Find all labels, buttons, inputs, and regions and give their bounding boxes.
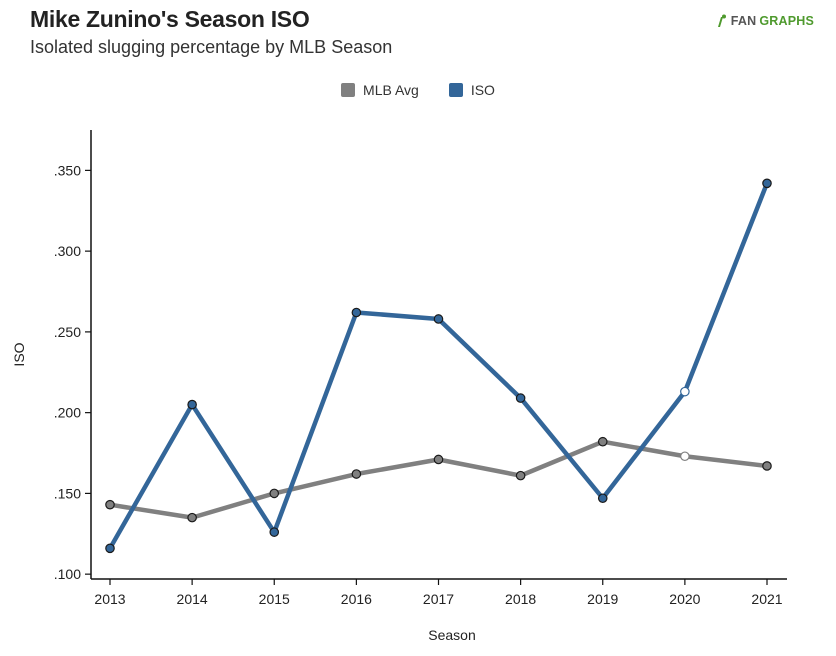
y-tick-label: .250: [54, 324, 81, 340]
legend-label-mlb-avg: MLB Avg: [363, 82, 419, 98]
x-tick-label: 2019: [587, 591, 618, 607]
data-point-mlb-avg: [351, 469, 362, 479]
data-point-iso: [433, 314, 444, 324]
x-tick-label: 2013: [94, 591, 125, 607]
x-tick-label: 2021: [751, 591, 782, 607]
data-point-mlb-avg: [597, 436, 608, 447]
legend-item-mlb-avg[interactable]: MLB Avg: [341, 82, 419, 98]
legend-swatch-mlb-avg: [341, 83, 356, 97]
y-axis-title: ISO: [11, 342, 27, 366]
data-point-mlb-avg: [515, 470, 526, 481]
data-point-iso: [515, 393, 526, 403]
x-tick-label: 2020: [669, 591, 700, 607]
legend-swatch-iso: [448, 83, 463, 97]
chart-subtitle: Isolated slugging percentage by MLB Seas…: [30, 37, 393, 57]
x-tick-label: 2015: [259, 591, 290, 607]
chart-series: [105, 178, 772, 554]
series-line-mlb-avg: [107, 439, 770, 520]
data-point-iso: [762, 178, 772, 189]
y-tick-label: .300: [54, 243, 81, 259]
data-point-mlb-avg: [105, 499, 115, 510]
x-tick-label: 2014: [177, 591, 208, 607]
legend-label-iso: ISO: [470, 82, 495, 98]
logo-text-graphs: GRAPHS: [759, 14, 814, 28]
data-point-iso: [105, 543, 115, 554]
data-point-iso: [597, 493, 608, 504]
data-point-iso: [187, 399, 197, 410]
data-point-iso: [351, 307, 362, 318]
x-tick-label: 2016: [341, 591, 372, 607]
data-point-iso: [680, 386, 690, 397]
chart-axes: .100 .150 .200 .250 .300 .350 2013 2014 2015 2016…: [11, 130, 787, 643]
legend: MLB Avg ISO: [0, 82, 836, 98]
series-line-iso: [107, 181, 770, 551]
fangraphs-logo: FAN GRAPHS: [716, 14, 814, 28]
y-tick-label: .350: [54, 162, 81, 178]
logo-text-fan: FAN: [730, 14, 757, 28]
data-point-mlb-avg: [433, 454, 444, 465]
legend-item-iso[interactable]: ISO: [448, 82, 495, 98]
chart-title: Mike Zunino's Season ISO: [30, 6, 310, 32]
data-point-mlb-avg: [762, 461, 772, 471]
y-tick-label: .200: [54, 405, 81, 421]
data-point-iso: [269, 527, 280, 537]
y-tick-label: .100: [54, 566, 81, 582]
x-tick-label: 2017: [423, 591, 454, 607]
data-point-mlb-avg: [187, 512, 197, 523]
fangraphs-logo-icon: [717, 14, 726, 27]
data-point-mlb-avg: [269, 488, 280, 499]
x-axis-title: Season: [428, 627, 475, 643]
data-point-mlb-avg: [680, 451, 690, 462]
y-tick-label: .150: [54, 485, 81, 501]
x-tick-label: 2018: [505, 591, 536, 607]
